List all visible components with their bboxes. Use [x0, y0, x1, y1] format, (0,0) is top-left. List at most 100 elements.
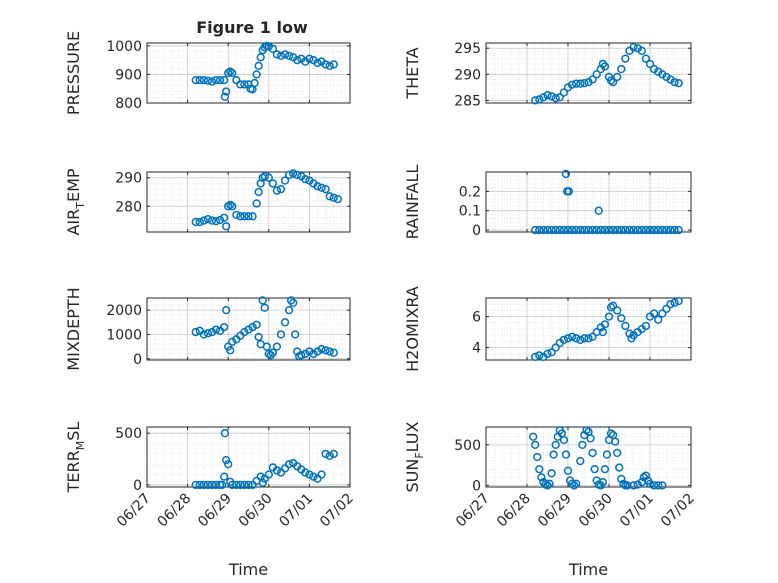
data-point — [578, 440, 587, 449]
data-point — [276, 51, 286, 61]
data-point — [613, 225, 622, 235]
y-axis-label: SUNFLUX — [403, 421, 426, 492]
data-point — [543, 481, 552, 490]
data-point — [260, 172, 269, 181]
data-point — [561, 450, 571, 459]
y-axis-label: TERRMSL — [64, 422, 87, 494]
x-axis-label: Time — [228, 560, 268, 579]
data-point — [215, 75, 225, 85]
data-point — [567, 479, 577, 488]
data-point — [236, 212, 245, 221]
data-point — [625, 329, 634, 338]
data-point — [629, 481, 638, 490]
data-point — [649, 225, 659, 235]
data-point — [584, 225, 593, 235]
data-point — [240, 80, 249, 89]
data-point — [211, 325, 221, 334]
data-point — [594, 206, 603, 215]
data-point — [258, 296, 267, 305]
data-point — [321, 60, 330, 69]
data-point — [203, 76, 213, 85]
data-point — [222, 306, 231, 315]
data-point — [199, 75, 208, 85]
subplot-rainfall: 0 0.1 0.2 RAINFALL — [403, 165, 692, 239]
data-point — [272, 342, 282, 351]
data-point — [633, 225, 642, 235]
data-point — [195, 480, 204, 490]
data-point — [670, 77, 679, 87]
data-point — [674, 79, 683, 88]
data-point — [301, 349, 310, 359]
data-point — [222, 87, 231, 96]
data-point — [567, 332, 577, 341]
data-point — [613, 448, 622, 458]
data-point — [619, 479, 628, 488]
data-point — [252, 320, 261, 329]
data-point — [600, 62, 610, 71]
data-point — [199, 480, 208, 490]
data-point — [641, 54, 651, 63]
data-point — [262, 342, 271, 351]
data-point — [629, 225, 638, 235]
data-point — [207, 77, 217, 86]
data-point — [293, 55, 302, 65]
data-point — [615, 463, 624, 472]
data-point — [674, 225, 683, 235]
data-point — [649, 481, 659, 490]
data-point — [592, 225, 601, 235]
data-point — [547, 225, 556, 235]
data-point — [272, 466, 282, 475]
y-tick-label: 0 — [133, 478, 142, 494]
data-point — [252, 70, 261, 79]
data-point — [629, 43, 638, 52]
data-point — [531, 225, 540, 235]
data-point — [276, 330, 286, 339]
data-point — [537, 473, 546, 482]
data-point — [284, 51, 294, 61]
data-point — [641, 225, 651, 235]
data-point — [592, 70, 601, 79]
data-point — [563, 225, 573, 235]
data-point — [236, 480, 245, 490]
y-tick-label: 500 — [454, 438, 481, 454]
data-point — [191, 480, 200, 490]
axes-box — [146, 171, 351, 233]
data-point — [580, 334, 589, 343]
y-tick-label: 2000 — [106, 303, 142, 319]
data-point — [333, 194, 342, 204]
data-point — [621, 54, 630, 63]
data-point — [211, 75, 221, 85]
data-point — [256, 53, 265, 62]
data-point — [564, 187, 573, 196]
data-point — [203, 214, 213, 224]
data-point — [226, 346, 235, 355]
y-tick-label: 0.2 — [459, 184, 481, 200]
data-point — [276, 184, 286, 194]
data-point — [199, 216, 208, 225]
data-point — [572, 225, 581, 235]
data-point — [572, 79, 581, 88]
data-point — [611, 437, 620, 446]
data-point — [284, 306, 294, 315]
data-point — [325, 451, 334, 461]
data-point — [613, 72, 622, 82]
y-tick-label: 4 — [472, 341, 481, 357]
data-point — [563, 334, 573, 343]
y-axis-label: THETA — [403, 47, 422, 99]
axes-box — [146, 42, 351, 104]
data-point — [254, 187, 263, 197]
data-point — [535, 351, 544, 360]
data-point — [529, 432, 538, 441]
data-point — [559, 88, 569, 97]
data-point — [586, 434, 595, 443]
data-point — [658, 481, 667, 490]
y-tick-label: 285 — [454, 93, 481, 109]
data-point — [321, 184, 330, 194]
data-point — [608, 77, 618, 87]
data-point — [666, 225, 675, 235]
data-point — [547, 348, 556, 357]
data-point — [604, 312, 614, 321]
data-point — [232, 210, 241, 220]
data-point — [329, 60, 338, 69]
